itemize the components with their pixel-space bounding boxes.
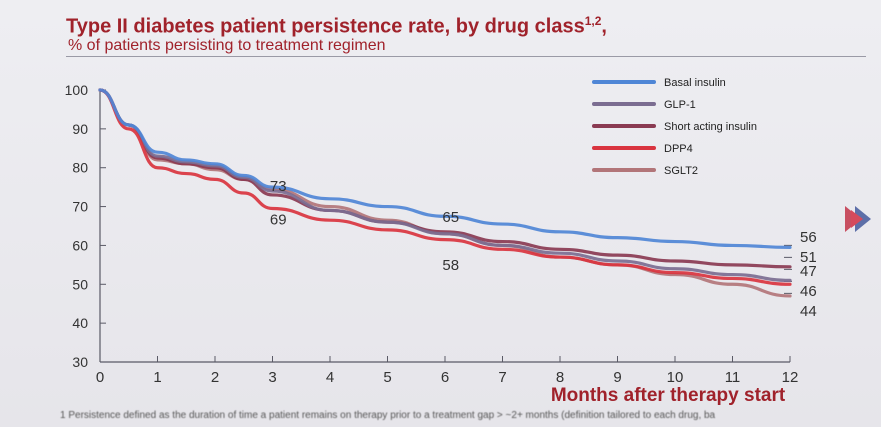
title-divider <box>66 56 866 57</box>
x-tick-label: 10 <box>667 369 684 386</box>
y-tick-label: 80 <box>72 160 88 176</box>
annotation-label: 73 <box>270 178 287 195</box>
series-lines <box>98 88 792 298</box>
chart-title-text: Type II diabetes patient persistence rat… <box>66 15 585 38</box>
x-tick-label: 4 <box>326 369 334 386</box>
series-line-basal-insulin <box>98 88 792 249</box>
end-value-label: 47 <box>800 263 817 280</box>
legend-label: Basal insulin <box>664 77 726 89</box>
y-tick-label: 30 <box>72 354 88 370</box>
x-tick-label: 5 <box>383 369 391 386</box>
title-footnote-ref: 1,2 <box>584 14 602 28</box>
series-line-dpp4 <box>98 88 792 286</box>
chart-legend: Basal insulin GLP-1 Short acting insulin DP… <box>592 77 757 177</box>
end-value-label: 56 <box>800 229 817 246</box>
legend-label: GLP-1 <box>664 99 696 111</box>
y-tick-label: 100 <box>65 82 89 98</box>
x-tick-label: 7 <box>498 369 506 386</box>
x-tick-label: 3 <box>268 369 276 386</box>
x-tick-label: 6 <box>441 369 449 386</box>
end-value-label: 51 <box>800 249 817 266</box>
x-tick-label: 9 <box>613 369 621 386</box>
annotation-label: 58 <box>442 257 459 274</box>
y-tick-label: 60 <box>72 237 88 253</box>
x-axis-label: Months after therapy start <box>551 385 786 406</box>
y-tick-label: 50 <box>72 276 88 292</box>
x-tick-label: 1 <box>153 369 161 386</box>
y-tick-label: 70 <box>72 199 88 215</box>
series-line-glp-1 <box>98 88 792 282</box>
y-tick-label: 90 <box>72 121 88 137</box>
y-tick-label: 40 <box>72 315 88 331</box>
annotation-label: 69 <box>270 211 287 228</box>
footnote: 1 Persistence defined as the duration of… <box>60 410 716 421</box>
x-tick-label: 2 <box>211 369 219 386</box>
chart-subtitle: % of patients persisting to treatment re… <box>68 37 386 54</box>
x-tick-label: 12 <box>782 369 799 386</box>
x-tick-label: 11 <box>725 369 741 386</box>
end-value-label: 46 <box>800 283 817 300</box>
annotations: 73 69 65 58 <box>270 178 459 274</box>
legend-label: DPP4 <box>664 143 693 155</box>
annotation-label: 65 <box>442 209 459 226</box>
legend-label: Short acting insulin <box>664 121 757 133</box>
chart-title: Type II diabetes patient persistence rat… <box>66 14 607 38</box>
x-tick-label: 8 <box>556 369 564 386</box>
legend-label: SGLT2 <box>664 165 698 177</box>
x-tick-label: 0 <box>96 369 104 386</box>
end-value-label: 44 <box>800 303 817 320</box>
next-slide-arrow-icon[interactable] <box>843 204 875 234</box>
